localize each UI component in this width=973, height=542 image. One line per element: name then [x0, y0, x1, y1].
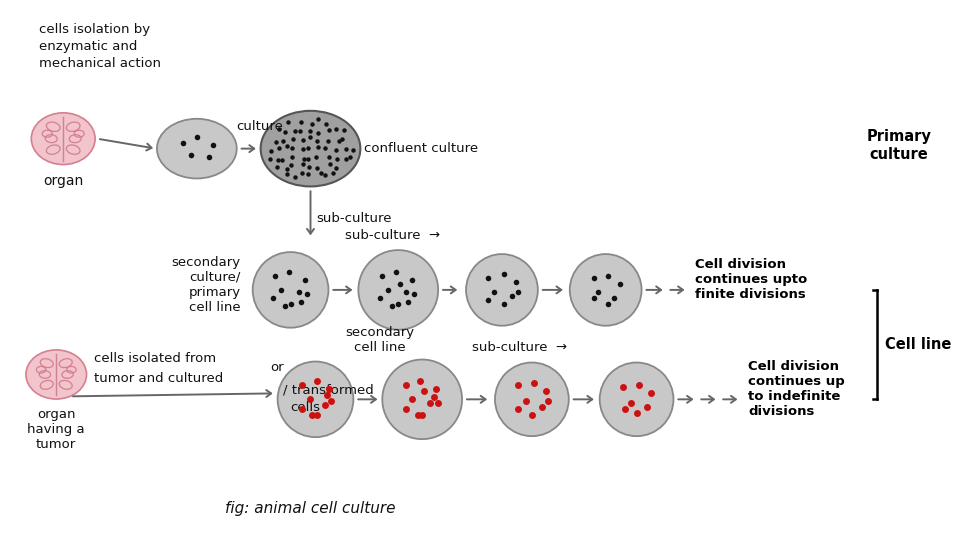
Text: / transformed: / transformed — [282, 383, 374, 396]
Text: secondary
cell line: secondary cell line — [345, 326, 414, 353]
Text: culture: culture — [236, 120, 283, 133]
Ellipse shape — [277, 362, 353, 437]
Text: confluent culture: confluent culture — [364, 142, 479, 155]
Text: organ
having a
tumor: organ having a tumor — [27, 408, 85, 451]
Text: sub-culture: sub-culture — [316, 212, 392, 225]
Text: Cell division
continues up
to indefinite
divisions: Cell division continues up to indefinite… — [748, 360, 845, 418]
Text: cells isolated from: cells isolated from — [94, 352, 216, 365]
Ellipse shape — [253, 252, 329, 328]
Text: fig: animal cell culture: fig: animal cell culture — [226, 501, 396, 517]
Text: organ: organ — [43, 175, 84, 189]
Text: sub-culture  →: sub-culture → — [345, 229, 441, 242]
Ellipse shape — [599, 363, 673, 436]
Text: Cell line: Cell line — [884, 337, 952, 352]
Text: or: or — [270, 361, 284, 374]
Text: tumor and cultured: tumor and cultured — [94, 372, 224, 385]
Text: cells: cells — [291, 401, 320, 414]
Text: Primary
culture: Primary culture — [866, 130, 931, 162]
Ellipse shape — [495, 363, 569, 436]
Text: enzymatic and: enzymatic and — [39, 40, 137, 53]
Ellipse shape — [26, 350, 87, 399]
Ellipse shape — [466, 254, 538, 326]
Text: mechanical action: mechanical action — [39, 56, 162, 69]
Ellipse shape — [382, 359, 462, 439]
Ellipse shape — [157, 119, 236, 178]
Ellipse shape — [570, 254, 641, 326]
Ellipse shape — [261, 111, 360, 186]
Text: secondary
culture/
primary
cell line: secondary culture/ primary cell line — [171, 256, 240, 314]
Text: cells isolation by: cells isolation by — [39, 23, 151, 36]
Text: Cell division
continues upto
finite divisions: Cell division continues upto finite divi… — [696, 259, 808, 301]
Ellipse shape — [31, 113, 95, 165]
Ellipse shape — [358, 250, 438, 330]
Text: sub-culture  →: sub-culture → — [472, 341, 567, 354]
